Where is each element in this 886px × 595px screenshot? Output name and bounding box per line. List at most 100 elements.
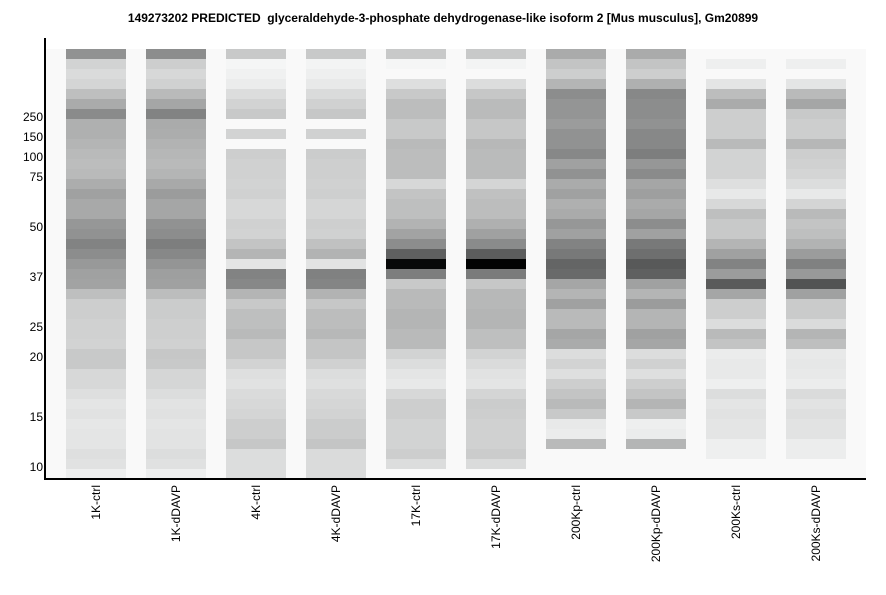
band	[66, 149, 126, 159]
band	[546, 399, 606, 409]
band	[706, 119, 766, 129]
band	[706, 99, 766, 109]
band	[786, 319, 846, 329]
band	[466, 239, 526, 249]
band	[466, 419, 526, 429]
band	[306, 439, 366, 449]
band	[386, 59, 446, 69]
band	[386, 209, 446, 219]
x-tick-label: 4K-ctrl	[249, 485, 263, 520]
y-tick-label: 50	[30, 220, 44, 234]
band	[706, 199, 766, 209]
band	[226, 229, 286, 239]
band	[626, 139, 686, 149]
band	[66, 409, 126, 419]
band	[306, 389, 366, 399]
band	[146, 449, 206, 459]
x-tick-label: 17K-dDAVP	[489, 485, 503, 549]
band	[626, 219, 686, 229]
band	[706, 179, 766, 189]
y-tick-label: 100	[23, 150, 43, 164]
band	[146, 279, 206, 289]
band	[66, 329, 126, 339]
band	[306, 289, 366, 299]
band	[66, 139, 126, 149]
band	[226, 89, 286, 99]
band	[386, 459, 446, 469]
band	[706, 299, 766, 309]
band	[226, 459, 286, 469]
band	[546, 309, 606, 319]
band	[386, 119, 446, 129]
band	[226, 219, 286, 229]
band	[706, 129, 766, 139]
band	[66, 89, 126, 99]
band	[306, 259, 366, 269]
band	[466, 189, 526, 199]
band	[146, 229, 206, 239]
band	[706, 369, 766, 379]
band	[146, 259, 206, 269]
lane-200Ks-ctrl	[706, 59, 766, 459]
band	[546, 369, 606, 379]
band	[626, 259, 686, 269]
band	[306, 319, 366, 329]
band	[146, 99, 206, 109]
band	[626, 329, 686, 339]
band	[386, 249, 446, 259]
band	[626, 129, 686, 139]
band	[706, 189, 766, 199]
band	[306, 209, 366, 219]
band	[66, 349, 126, 359]
band	[706, 419, 766, 429]
band	[626, 399, 686, 409]
band	[786, 159, 846, 169]
band	[466, 299, 526, 309]
band	[66, 379, 126, 389]
band	[146, 49, 206, 59]
band	[626, 379, 686, 389]
band	[386, 379, 446, 389]
band	[706, 219, 766, 229]
band	[226, 429, 286, 439]
band	[626, 169, 686, 179]
band	[786, 209, 846, 219]
band	[306, 359, 366, 369]
band	[226, 109, 286, 119]
band	[786, 369, 846, 379]
band	[626, 429, 686, 439]
band	[386, 179, 446, 189]
band	[306, 419, 366, 429]
band	[146, 219, 206, 229]
band	[786, 429, 846, 439]
band	[146, 369, 206, 379]
band	[706, 389, 766, 399]
band	[626, 89, 686, 99]
band	[626, 189, 686, 199]
band	[146, 119, 206, 129]
band	[786, 229, 846, 239]
band	[306, 129, 366, 139]
band	[386, 329, 446, 339]
band	[226, 209, 286, 219]
band	[466, 449, 526, 459]
band	[66, 259, 126, 269]
band	[226, 49, 286, 59]
band	[626, 419, 686, 429]
band	[146, 469, 206, 479]
band	[466, 379, 526, 389]
band	[386, 429, 446, 439]
band	[466, 179, 526, 189]
band	[66, 129, 126, 139]
band	[626, 249, 686, 259]
band	[226, 409, 286, 419]
band	[226, 419, 286, 429]
band	[546, 219, 606, 229]
band	[546, 49, 606, 59]
band	[706, 439, 766, 449]
band	[146, 89, 206, 99]
band	[786, 219, 846, 229]
lane-17K-dDAVP	[466, 49, 526, 469]
band	[706, 309, 766, 319]
lane-1K-ctrl	[66, 49, 126, 479]
